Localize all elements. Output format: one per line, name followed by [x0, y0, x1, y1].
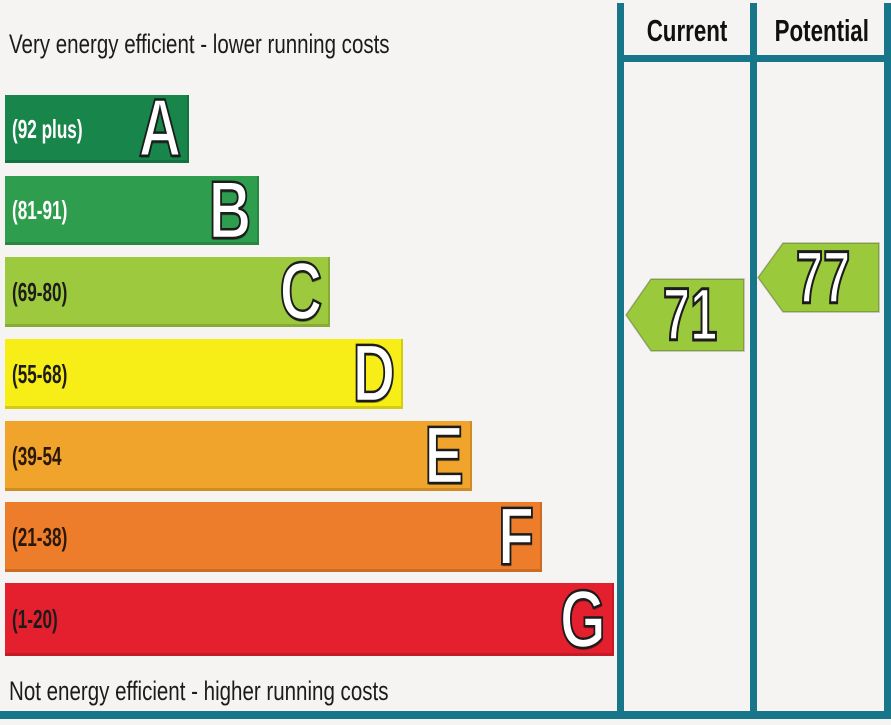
left-pointer-icon	[625, 278, 745, 352]
potential-column-header: Potential	[774, 13, 869, 48]
band-range-label: (39-54	[12, 440, 62, 471]
band-range-label: (55-68)	[12, 358, 68, 389]
band-range-label: (69-80)	[12, 276, 68, 307]
band-range-label: (81-91)	[12, 195, 68, 225]
band-letter: G	[559, 573, 607, 665]
potential-rating-arrow: 77	[757, 235, 880, 319]
band-row-e: (39-54 E	[5, 413, 472, 498]
band-range-label: (92 plus)	[12, 113, 83, 144]
current-rating-arrow: 71	[625, 273, 745, 356]
band-letter: C	[278, 246, 322, 337]
table-border-right	[884, 3, 891, 712]
band-row-g: (1-20) G	[5, 577, 614, 661]
potential-rating-value: 77	[795, 235, 851, 319]
band-row-b: (81-91) B	[5, 168, 259, 252]
table-border-middle	[750, 3, 757, 712]
band-letter: B	[207, 164, 251, 256]
band-row-c: (69-80) C	[5, 249, 330, 334]
table-border-left	[617, 3, 624, 712]
bottom-rule	[0, 711, 891, 719]
current-rating-value: 71	[662, 273, 718, 356]
band-letter: A	[137, 83, 181, 174]
left-pointer-icon	[757, 242, 880, 313]
band-row-d: (55-68) D	[5, 331, 403, 416]
band-letter: E	[424, 410, 465, 501]
header-underline	[617, 55, 891, 62]
current-column-header: Current	[646, 13, 728, 48]
band-letter: F	[497, 491, 535, 582]
band-range-label: (21-38)	[12, 521, 68, 552]
top-efficiency-note: Very energy efficient - lower running co…	[9, 29, 390, 59]
band-letter: D	[351, 328, 395, 419]
band-row-a: (92 plus) A	[5, 86, 189, 171]
band-range-label: (1-20)	[12, 604, 58, 634]
bottom-efficiency-note: Not energy efficient - higher running co…	[9, 676, 389, 706]
band-row-f: (21-38) F	[5, 494, 542, 579]
